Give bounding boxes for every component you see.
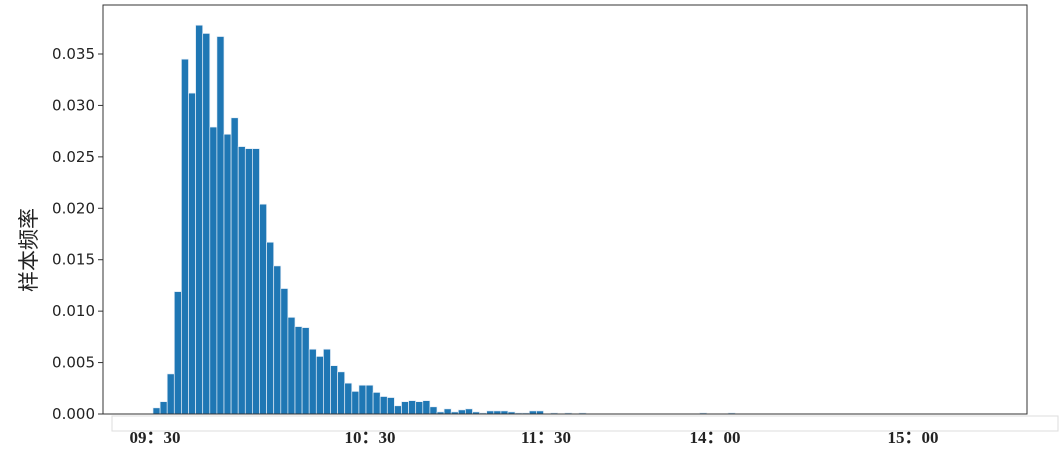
bar	[216, 36, 225, 415]
bar	[443, 408, 452, 415]
bar	[401, 401, 409, 415]
x-tick-label: 10：30	[345, 428, 396, 447]
x-label-strip	[111, 415, 1059, 432]
y-tick-label: 0.030	[52, 96, 95, 114]
y-tick-label: 0.035	[52, 45, 95, 63]
y-tick-label: 0.025	[52, 148, 95, 166]
bar	[337, 371, 346, 415]
bar	[422, 400, 431, 415]
bar	[209, 126, 218, 415]
bar	[259, 203, 267, 415]
bar	[315, 356, 324, 415]
bar	[358, 384, 367, 415]
bar	[166, 373, 175, 415]
bar	[195, 24, 204, 415]
bar	[323, 348, 331, 415]
bar	[379, 396, 388, 415]
bar	[429, 406, 438, 415]
y-tick-label: 0.010	[52, 302, 95, 320]
x-tick-label: 15：00	[888, 428, 939, 447]
bar	[394, 405, 402, 415]
y-axis-label: 样本频率	[17, 208, 41, 292]
bars	[152, 24, 736, 415]
bar	[308, 348, 317, 415]
bar	[465, 408, 473, 415]
bar	[237, 146, 246, 415]
bar	[415, 401, 424, 415]
bar	[457, 409, 466, 415]
bar	[202, 33, 211, 415]
bar	[181, 58, 189, 415]
x-tick-label: 09：30	[130, 428, 181, 447]
bar	[173, 291, 182, 415]
y-tick-label: 0.000	[52, 405, 95, 423]
bar	[330, 365, 338, 415]
y-axis: 0.000 0.005 0.010 0.015 0.020 0.025 0.030 0.035	[52, 45, 103, 423]
bar	[280, 288, 289, 415]
x-tick-label: 11：30	[521, 428, 571, 447]
y-tick-label: 0.015	[52, 251, 95, 269]
x-axis: 09：30 10：30 11：30 14：00 15：00	[130, 428, 939, 447]
bar	[408, 400, 417, 415]
plot-frame	[102, 4, 1028, 415]
bar	[365, 384, 374, 415]
bar	[223, 133, 232, 415]
bar	[230, 117, 239, 415]
bar	[287, 316, 296, 415]
bar	[351, 391, 360, 415]
bar	[294, 326, 303, 415]
y-tick-label: 0.020	[52, 199, 95, 217]
bar	[344, 382, 353, 415]
bar	[273, 265, 282, 415]
bar	[386, 397, 395, 415]
bar	[244, 148, 253, 415]
x-tick-label: 14：00	[690, 428, 741, 447]
y-tick-label: 0.005	[52, 354, 95, 372]
bar	[301, 327, 310, 415]
bar	[188, 92, 196, 415]
bar	[252, 148, 260, 415]
bar	[152, 407, 161, 415]
bar	[159, 401, 168, 415]
bar	[266, 241, 275, 415]
bar	[372, 392, 381, 415]
